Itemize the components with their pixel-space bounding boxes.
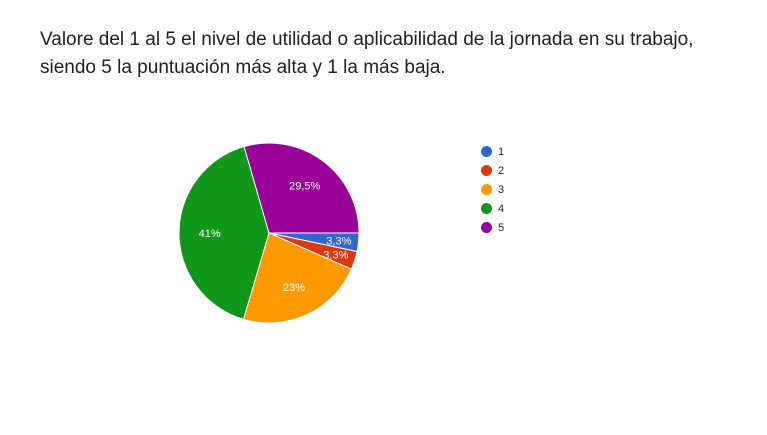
pie-slice-label-2: 3,3%: [323, 249, 348, 261]
legend-item-4[interactable]: 4: [481, 199, 504, 218]
pie-slice-label-1: 3,3%: [326, 235, 351, 247]
pie-slice-3[interactable]: [242, 232, 353, 324]
legend-swatch-2: [481, 165, 492, 176]
legend-label-2: 2: [498, 164, 505, 177]
question-title: Valore del 1 al 5 el nivel de utilidad o…: [40, 29, 694, 78]
legend-label-3: 3: [498, 183, 505, 196]
chart-legend: 1 2 3 4 5: [481, 142, 504, 237]
legend-item-5[interactable]: 5: [481, 218, 504, 237]
pie-slice-label-5: 29,5%: [289, 181, 320, 193]
pie-slice-5[interactable]: [243, 142, 360, 234]
legend-item-2[interactable]: 2: [481, 161, 504, 180]
legend-label-4: 4: [498, 202, 505, 215]
legend-swatch-5: [481, 222, 492, 233]
pie-labels: 3,3% 3,3% 23% 41% 29,5%: [199, 181, 352, 294]
legend-label-1: 1: [498, 145, 505, 158]
pie-slice-label-4: 41%: [199, 228, 221, 240]
legend-swatch-4: [481, 203, 492, 214]
legend-swatch-3: [481, 184, 492, 195]
legend-item-1[interactable]: 1: [481, 142, 504, 161]
pie-slices: [178, 142, 360, 324]
legend-item-3[interactable]: 3: [481, 180, 504, 199]
pie-slice-label-3: 23%: [283, 282, 305, 294]
pie-slice-4[interactable]: [178, 145, 270, 320]
legend-label-5: 5: [498, 221, 505, 234]
legend-swatch-1: [481, 146, 492, 157]
